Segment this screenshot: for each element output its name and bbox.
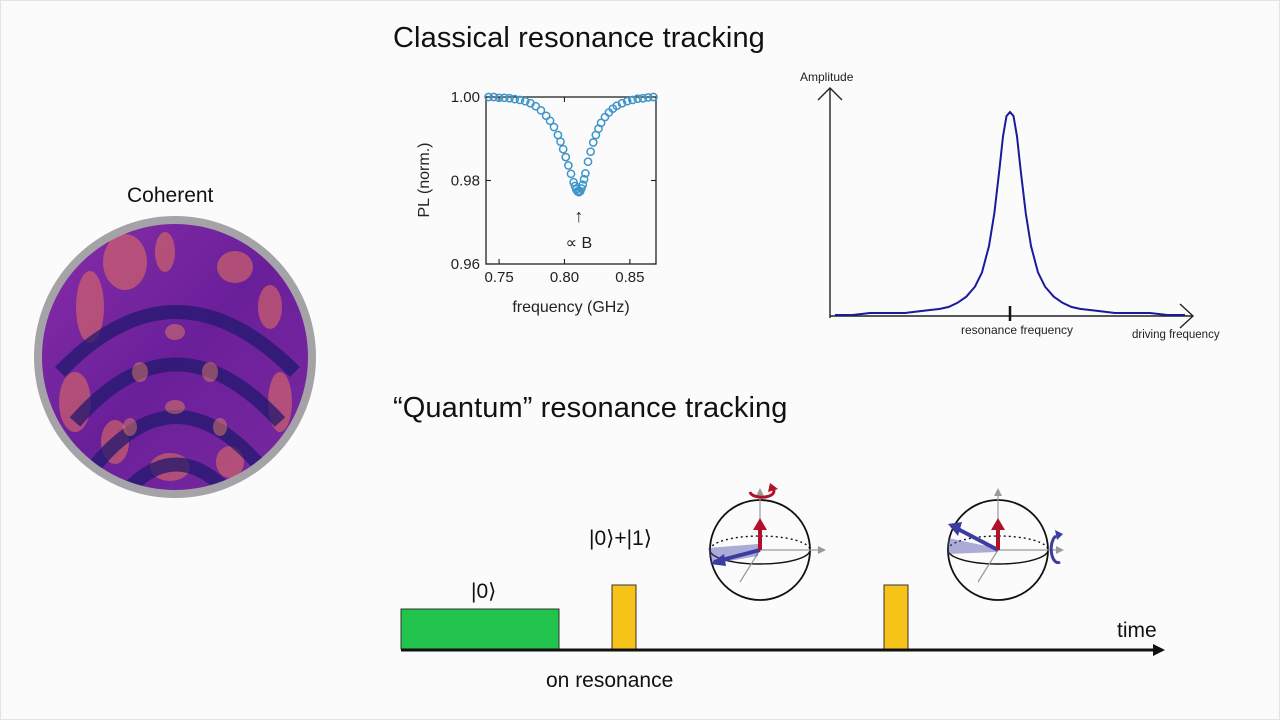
pl-data-point (643, 93, 653, 102)
pl-data-point (536, 106, 546, 115)
pl-data-point (569, 177, 578, 187)
driving-frequency-axis-arrow (1179, 303, 1195, 329)
pl-ytick-label: 0.96 (451, 256, 480, 273)
pl-data-point (649, 92, 658, 102)
bloch-sphere-2 (947, 488, 1064, 601)
pl-data-point (520, 96, 530, 106)
x-axis (977, 549, 999, 583)
pl-data-point (531, 101, 541, 111)
resonance-curve (835, 110, 1185, 316)
driving-frequency-label: driving frequency (1132, 329, 1220, 341)
classical-heading: Classical resonance tracking (393, 22, 765, 54)
pl-data-point (515, 95, 525, 105)
pl-annotation: ∝ B (566, 235, 593, 252)
pl-data-point (583, 157, 593, 167)
time-label: time (1117, 619, 1157, 642)
pl-ytick-label: 1.00 (451, 89, 480, 106)
pl-frequency-plot: 0.96 0.98 1.00 0.75 0.80 0.85 ↑ ∝ B PL (norm… (416, 89, 658, 316)
pl-data-point (628, 95, 637, 105)
rotation-wedge (948, 538, 996, 554)
x-axis (739, 549, 761, 583)
pl-data-point (638, 93, 648, 103)
pl-data-point (566, 169, 576, 179)
pl-data-point (510, 94, 520, 104)
pl-data-point (581, 169, 590, 178)
pl-data-point (612, 101, 622, 111)
bloch-sphere-1 (708, 483, 826, 601)
coherent-label: Coherent (127, 184, 214, 207)
init-pulse (400, 608, 560, 650)
pl-data-point (494, 93, 504, 103)
pl-xtick-label: 0.85 (615, 269, 644, 286)
time-axis-arrowhead (1153, 644, 1165, 656)
pl-ytick-label: 0.98 (451, 173, 480, 190)
pl-data-point (489, 92, 499, 102)
pl-data-point (564, 161, 573, 170)
pl-xtick-label: 0.80 (550, 269, 579, 286)
pl-arrow-annotation: ↑ (574, 206, 583, 226)
superposition-label: |0⟩+|1⟩ (589, 527, 652, 550)
state-zero-label: |0⟩ (471, 580, 497, 603)
pl-ylabel: PL (norm.) (416, 143, 433, 218)
pl-data-point (549, 122, 559, 132)
precession-arrow-1 (748, 486, 776, 499)
pl-data-point (617, 98, 627, 108)
pl-data-point (561, 152, 571, 162)
pl-data-point (556, 137, 565, 147)
pl-xlabel: frequency (GHz) (512, 299, 629, 316)
precession-arrow-2 (1049, 534, 1061, 565)
pl-data-point (545, 116, 555, 126)
coherent-field-image (34, 216, 316, 498)
pl-data-point (499, 93, 509, 103)
pl-data-point (596, 118, 606, 128)
pl-data-point (505, 93, 514, 103)
pl-data-point (588, 138, 598, 147)
on-resonance-label: on resonance (546, 669, 674, 692)
pl-data-point (558, 144, 568, 154)
bloch-vector-2 (955, 526, 999, 552)
pl-data-point (484, 92, 493, 102)
amplitude-axis-arrow (817, 87, 843, 101)
pl-data-point (577, 184, 586, 193)
pl-data-point (586, 147, 595, 157)
amplitude-label: Amplitude (800, 70, 854, 84)
pl-data-point (600, 112, 610, 122)
pl-data-point (633, 94, 643, 104)
pi-half-pulse-2 (883, 584, 909, 650)
pulse-sequence (400, 584, 1165, 656)
pl-data-point (579, 174, 589, 184)
resonance-curve-plot: Amplitude resonance frequency driving fr… (800, 70, 1220, 341)
pl-xtick-label: 0.75 (484, 269, 513, 286)
pl-data-point (622, 96, 632, 106)
pi-half-pulse-1 (611, 584, 637, 650)
quantum-heading: “Quantum” resonance tracking (393, 392, 788, 424)
resonance-frequency-label: resonance frequency (961, 323, 1073, 337)
pl-data-point (578, 180, 588, 190)
